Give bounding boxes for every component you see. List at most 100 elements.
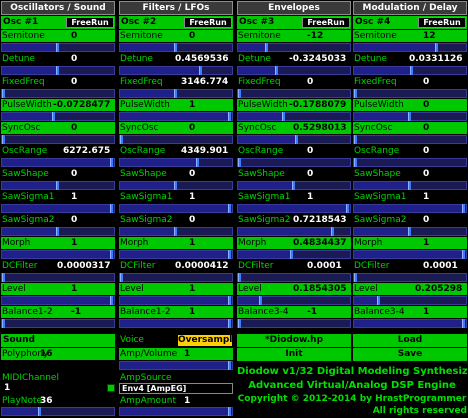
param-value[interactable]: 0 <box>423 100 430 110</box>
param-value[interactable]: 0 <box>189 31 196 41</box>
param-slider[interactable] <box>353 158 467 167</box>
slider-thumb[interactable] <box>227 407 231 416</box>
tab-oscillators-sound[interactable]: Oscillators / Sound <box>1 1 115 15</box>
load-button[interactable]: Load <box>353 334 467 347</box>
param-value[interactable]: 0 <box>423 123 430 133</box>
param-slider[interactable] <box>119 43 233 52</box>
param-value[interactable]: 0 <box>189 123 196 133</box>
param-value[interactable]: 0 <box>71 54 78 64</box>
param-value[interactable]: -0.3245033 <box>289 54 347 64</box>
playnote-value[interactable]: 36 <box>40 396 53 406</box>
param-value[interactable]: 0.4569536 <box>175 54 229 64</box>
param-value[interactable]: 0.7218543 <box>293 215 347 225</box>
param-slider[interactable] <box>237 158 351 167</box>
param-slider[interactable] <box>1 273 115 282</box>
param-slider[interactable] <box>1 319 115 328</box>
param-slider[interactable] <box>237 273 351 282</box>
param-value[interactable]: 0 <box>71 123 78 133</box>
param-value[interactable]: 0 <box>71 169 78 179</box>
param-slider[interactable] <box>237 296 351 305</box>
freerun-button[interactable]: FreeRun <box>302 17 350 28</box>
slider-thumb[interactable] <box>354 158 357 167</box>
param-slider[interactable] <box>237 66 351 75</box>
slider-thumb[interactable] <box>408 112 411 121</box>
param-value[interactable]: 1 <box>189 284 196 294</box>
save-button[interactable]: Save <box>353 348 467 361</box>
slider-thumb[interactable] <box>195 158 199 167</box>
slider-thumb[interactable] <box>238 89 241 98</box>
param-value[interactable]: 0.0000412 <box>175 261 229 271</box>
param-value[interactable]: 0.5298013 <box>293 123 347 133</box>
param-slider[interactable] <box>353 112 467 121</box>
param-value[interactable]: 0.1854305 <box>293 284 347 294</box>
param-value[interactable]: 0.0000317 <box>57 261 111 271</box>
param-slider[interactable] <box>1 227 115 236</box>
param-value[interactable]: 0 <box>423 215 430 225</box>
slider-thumb[interactable] <box>228 112 231 121</box>
param-value[interactable]: 0 <box>71 215 78 225</box>
tab-modulation-delay[interactable]: Modulation / Delay <box>353 1 467 15</box>
slider-thumb[interactable] <box>238 319 241 328</box>
param-slider[interactable] <box>119 227 233 236</box>
param-value[interactable]: -0.0728477 <box>53 100 111 110</box>
param-slider[interactable] <box>119 112 233 121</box>
param-slider[interactable] <box>237 319 351 328</box>
slider-thumb[interactable] <box>289 250 293 259</box>
ampamount-value[interactable]: 1 <box>184 396 191 406</box>
param-slider[interactable] <box>1 66 115 75</box>
slider-thumb[interactable] <box>110 158 113 167</box>
slider-thumb[interactable] <box>346 204 349 213</box>
param-value[interactable]: 1 <box>71 192 78 202</box>
param-slider[interactable] <box>353 89 467 98</box>
param-slider[interactable] <box>353 250 467 259</box>
param-value[interactable]: 0.0331126 <box>409 54 463 64</box>
slider-thumb[interactable] <box>120 135 123 144</box>
param-slider[interactable] <box>119 204 233 213</box>
param-value[interactable]: 1 <box>189 100 196 110</box>
slider-thumb[interactable] <box>227 361 231 370</box>
slider-thumb[interactable] <box>228 250 231 259</box>
param-value[interactable]: 0 <box>71 77 78 87</box>
param-slider[interactable] <box>1 89 115 98</box>
param-slider[interactable] <box>237 250 351 259</box>
param-value[interactable]: 0 <box>189 215 196 225</box>
param-slider[interactable] <box>119 135 233 144</box>
slider-thumb[interactable] <box>228 204 231 213</box>
param-value[interactable]: 0 <box>423 146 430 156</box>
param-value[interactable]: 0 <box>189 169 196 179</box>
slider-thumb[interactable] <box>51 112 55 121</box>
init-button[interactable]: Init <box>237 348 351 361</box>
slider-thumb[interactable] <box>228 319 231 328</box>
param-value[interactable]: 1 <box>423 307 430 317</box>
param-slider[interactable] <box>353 273 467 282</box>
param-slider[interactable] <box>353 204 467 213</box>
slider-thumb[interactable] <box>2 135 5 144</box>
param-slider[interactable] <box>119 181 233 190</box>
ampsource-select[interactable]: Env4 [AmpEG] <box>119 383 233 394</box>
midichannel-led[interactable] <box>107 384 115 392</box>
param-value[interactable]: 0 <box>307 169 314 179</box>
param-value[interactable]: 0 <box>423 77 430 87</box>
slider-thumb[interactable] <box>56 43 59 52</box>
freerun-button[interactable]: FreeRun <box>184 17 232 28</box>
preset-name-button[interactable]: *Diodow.hp <box>237 334 351 347</box>
param-slider[interactable] <box>1 43 115 52</box>
slider-thumb[interactable] <box>462 319 465 328</box>
slider-thumb[interactable] <box>110 250 113 259</box>
param-value[interactable]: 1 <box>307 192 314 202</box>
param-value[interactable]: 0.0001 <box>423 261 458 271</box>
param-slider[interactable] <box>119 319 233 328</box>
param-slider[interactable] <box>1 204 115 213</box>
param-value[interactable]: 3146.774 <box>181 77 229 87</box>
param-value[interactable]: 1 <box>71 238 78 248</box>
slider-thumb[interactable] <box>408 181 411 190</box>
param-value[interactable]: -1 <box>307 307 317 317</box>
slider-thumb[interactable] <box>330 227 334 236</box>
param-slider[interactable] <box>237 181 351 190</box>
slider-thumb[interactable] <box>174 89 177 98</box>
param-value[interactable]: 0 <box>71 31 78 41</box>
slider-thumb[interactable] <box>376 296 380 305</box>
slider-thumb[interactable] <box>198 66 202 75</box>
slider-thumb[interactable] <box>228 296 231 305</box>
midichannel-value[interactable]: 1 <box>4 383 11 393</box>
